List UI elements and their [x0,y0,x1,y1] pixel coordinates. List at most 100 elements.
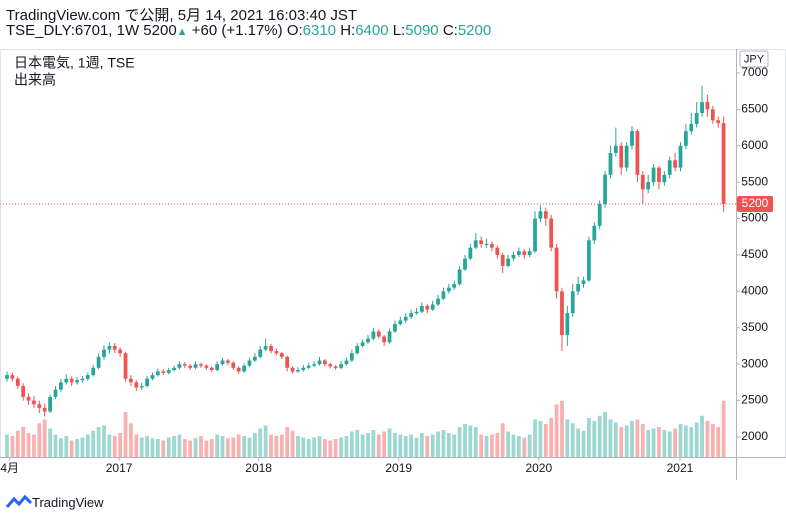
volume-bar [468,425,473,457]
published-line: TradingView.com で公開, 5月 14, 2021 16:03:4… [6,4,357,25]
candle-body [204,365,209,368]
volume-bar [150,438,155,457]
volume-bar [543,424,548,457]
volume-bar [96,427,101,457]
volume-bar [344,436,349,457]
volume-bar [613,422,618,457]
volume-bar [139,437,144,457]
candle-body [360,342,365,346]
candle-body [516,251,521,255]
volume-bar [258,428,263,457]
candle-body [441,291,446,299]
candle-body [657,167,661,183]
change: +60 (+1.17%) [191,22,283,39]
volume-bar [37,423,42,457]
candle-body [543,211,548,219]
candle-body [177,364,182,368]
y-tick-label: 6000 [741,138,768,152]
volume-bar [10,436,15,457]
volume-bar [118,433,123,457]
volume-bar [651,428,656,457]
volume-bar [662,430,667,457]
candle-body [484,244,489,246]
volume-bar [527,434,532,457]
candle-body [75,380,79,383]
candle-body [495,247,500,255]
volume-bar [457,427,462,457]
candle-body [705,102,710,110]
candle-body [37,404,42,408]
candle-body [231,362,236,368]
volume-bar [630,421,634,457]
volume-bar [635,419,640,457]
candle-body [409,313,413,317]
candle-body [129,378,133,383]
candle-body [414,311,419,314]
volume-bar [673,428,678,457]
y-tick-label: 6500 [741,102,768,116]
logo-mark [6,494,32,508]
candle-body [646,182,651,190]
y-tick-label: 5500 [741,174,768,188]
volume-bar [85,434,90,457]
candle-body [134,382,139,388]
volume-bar [500,423,505,457]
candle-body [252,356,257,361]
volume-bar [619,427,624,457]
candle-body [500,254,505,266]
candle-body [624,145,629,168]
volume-bar [382,431,387,457]
volume-bar [48,428,52,457]
volume-bar [403,436,408,457]
volume-bar [506,431,510,457]
volume-bar [26,433,31,457]
volume-bar [430,434,435,457]
brand: TradingView [32,494,104,510]
candle-body [48,396,52,412]
candle-body [452,284,457,288]
volume-bar [495,433,500,457]
volume-bar [419,433,424,457]
currency-box [739,50,769,68]
volume-bar [188,440,193,457]
volume-bar [349,431,354,457]
open: 6310 [302,22,337,39]
volume-bar [269,434,273,457]
candle-body [425,305,430,310]
candle-body [463,258,467,270]
volume-bar [129,423,133,457]
volume-bar [177,434,182,457]
x-tick-label: 2020 [525,461,552,475]
volume-bar [646,430,651,457]
chart: 日本電気, 1週, TSE 出来高 JPY 2000 2500 3000 3500 40… [0,49,786,480]
volume-bar [678,424,683,457]
volume-bar [123,412,128,457]
y-tick-label: 3000 [741,356,768,370]
last-price-label: 5200 [742,196,769,210]
candle-body [349,353,354,361]
volume-bar [441,430,446,457]
volume-bar [710,424,715,457]
candle-body [53,389,58,397]
candle-body [323,360,327,365]
volume-bar [75,439,79,457]
candle-body [527,251,532,255]
candle-body [32,400,36,405]
volume-bar [317,436,322,457]
candle-body [220,360,225,365]
candle-body [155,371,160,376]
candle-body [635,131,640,175]
volume-bar [463,424,467,457]
candle-body [96,356,101,368]
volume-bar [355,430,360,457]
x-tick-label: 2017 [106,461,133,475]
volume-bar [209,439,214,457]
volume-bar [689,427,694,457]
volume-bar [700,415,704,457]
volume-bar [452,434,457,457]
volume-bar [576,428,581,457]
candle-body [608,153,613,175]
published: TradingView.com で公開, 5月 14, 2021 16:03:4… [6,7,358,24]
volume-bar [387,428,392,457]
volume-bar [694,422,699,457]
